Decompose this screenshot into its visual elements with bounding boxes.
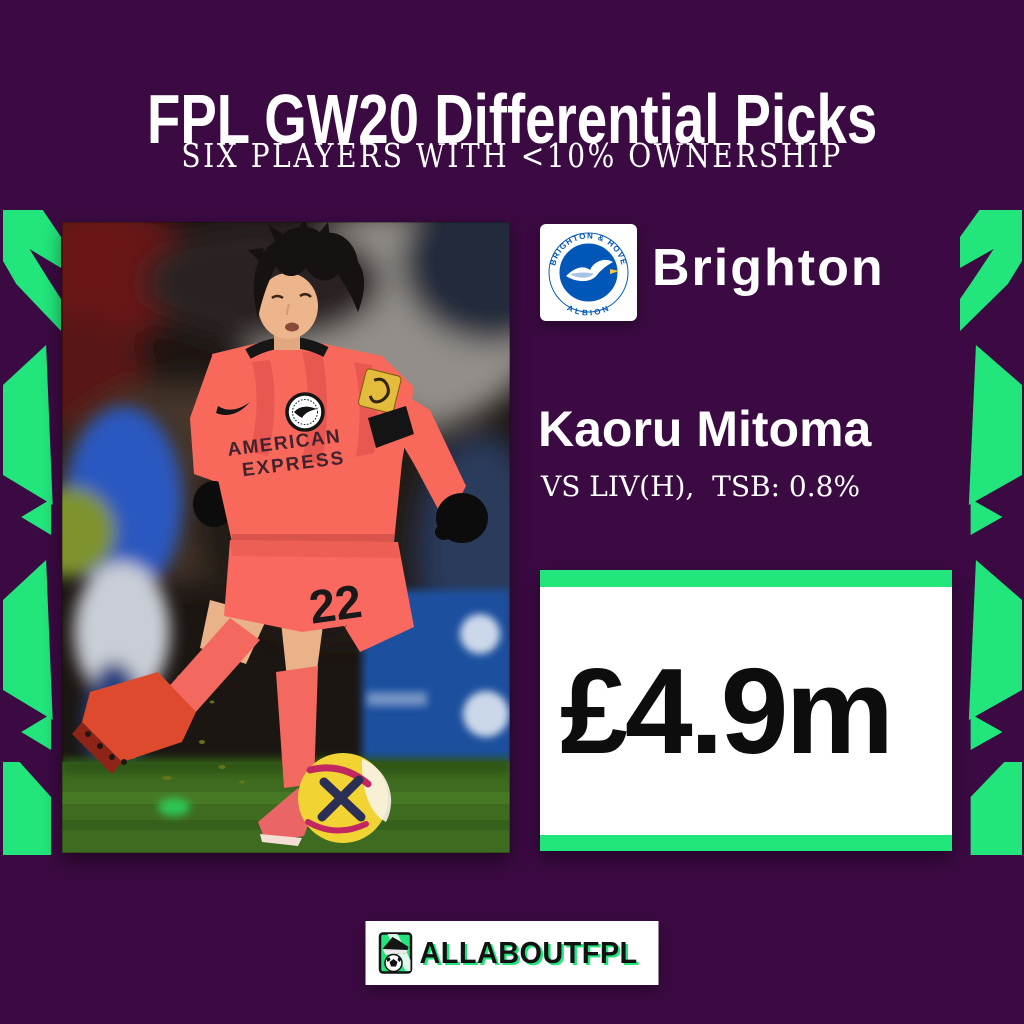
team-name: Brighton	[652, 239, 885, 297]
price-card: £4.9m	[540, 570, 952, 851]
player-kicking-leg	[72, 600, 268, 774]
ad-board-blur	[362, 590, 510, 768]
fixture-info: VS LIV(H), TSB: 0.8%	[541, 470, 861, 503]
team-badge: BRIGHTON & HOVE ALBION	[540, 224, 637, 321]
lightning-left-decoration	[3, 210, 61, 855]
sleeve-patch	[358, 368, 402, 414]
price-value: £4.9m	[560, 643, 894, 779]
page-title: FPL GW20 Differential Picks	[146, 79, 878, 158]
brand-name: ALLABOUTFPL	[419, 935, 638, 970]
football	[298, 753, 392, 843]
player-name: Kaoru Mitoma	[538, 401, 872, 457]
lightning-right-decoration	[960, 210, 1022, 855]
shirt-number: 22	[306, 574, 365, 634]
player-shorts: 22	[224, 540, 414, 652]
price-card-inner: £4.9m	[540, 587, 952, 835]
player-figure: AMERICAN EXPRESS	[190, 218, 488, 543]
page-subtitle: SIX PLAYERS WITH <10% OWNERSHIP	[181, 136, 843, 175]
shirt-crest	[285, 392, 325, 432]
player-photo: AMERICAN EXPRESS	[7, 182, 582, 854]
brand-logo: ALLABOUTFPL	[365, 921, 659, 985]
seagull-icon	[566, 259, 619, 282]
player-hair	[253, 226, 365, 318]
football-boot-icon	[378, 932, 413, 974]
